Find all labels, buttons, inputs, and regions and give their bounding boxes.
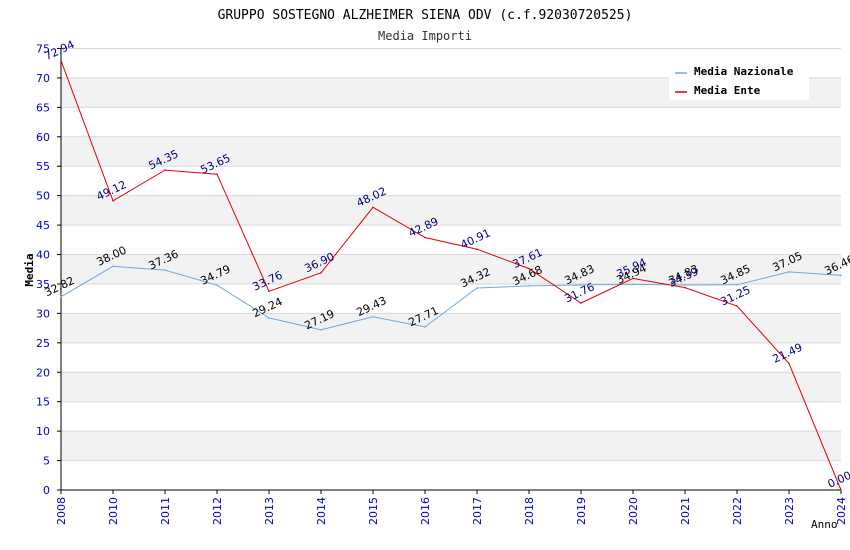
data-point — [632, 277, 634, 280]
plot-band — [61, 254, 841, 284]
y-tick-label: 20 — [36, 366, 50, 379]
series-line-media-nazionale — [60, 265, 842, 331]
series-line-media-ente — [60, 60, 842, 491]
y-tick-label: 30 — [36, 307, 50, 320]
x-tick-label: 2013 — [263, 497, 276, 525]
y-tick-label: 55 — [36, 160, 50, 173]
data-point — [372, 206, 374, 209]
gridlines — [61, 48, 841, 462]
legend-label-media-ente: Media Ente — [694, 84, 761, 97]
data-point — [684, 286, 686, 289]
data-point — [268, 290, 270, 293]
data-point — [268, 317, 270, 319]
x-tick-label: 2019 — [575, 497, 588, 525]
data-point — [580, 302, 582, 304]
data-point — [424, 236, 426, 239]
legend-label-media-nazionale: Media Nazionale — [694, 65, 794, 78]
plot-band — [61, 372, 841, 402]
y-tick-label: 25 — [36, 337, 50, 350]
x-tick-label: 2021 — [679, 497, 692, 525]
data-point — [788, 362, 790, 365]
data-point — [580, 284, 582, 286]
y-tick-label: 0 — [43, 484, 50, 497]
x-tick-label: 2016 — [419, 497, 432, 525]
data-point — [528, 285, 530, 287]
y-tick-label: 70 — [36, 72, 50, 85]
data-label: 40.91 — [458, 226, 492, 251]
x-tick-label: 2011 — [159, 497, 172, 525]
x-tick-label: 2023 — [783, 497, 796, 525]
data-point — [372, 315, 374, 318]
data-point — [424, 326, 426, 328]
data-point — [320, 329, 322, 331]
y-tick-label: 45 — [36, 219, 50, 232]
chart-subtitle: Media Importi — [378, 29, 472, 43]
y-tick-label: 50 — [36, 190, 50, 203]
plot-background-bands — [61, 77, 841, 461]
y-tick-label: 40 — [36, 249, 50, 262]
data-point — [164, 169, 166, 171]
data-point — [112, 200, 114, 202]
y-tick-label: 15 — [36, 396, 50, 409]
chart-title: GRUPPO SOSTEGNO ALZHEIMER SIENA ODV (c.f… — [218, 8, 633, 23]
y-tick-label: 75 — [36, 43, 50, 56]
x-tick-label: 2014 — [315, 497, 328, 525]
y-tick-label: 10 — [36, 425, 50, 438]
data-point — [60, 295, 62, 298]
plot-band — [61, 431, 841, 461]
data-point — [112, 265, 114, 268]
data-point — [736, 284, 738, 286]
x-axis-label: Anno — [811, 518, 838, 531]
x-tick-label: 2020 — [627, 497, 640, 525]
data-point — [736, 305, 738, 307]
y-tick-label: 5 — [43, 455, 50, 468]
x-tick-label: 2018 — [523, 497, 536, 525]
data-point — [216, 284, 218, 287]
legend-box — [669, 60, 809, 100]
x-tick-label: 2022 — [731, 497, 744, 525]
data-point — [632, 283, 634, 286]
data-point — [320, 271, 322, 274]
y-tick-label: 65 — [36, 101, 50, 114]
x-tick-label: 2017 — [471, 497, 484, 525]
x-axis-ticks: 2008 2010 2011 2012 2013 2014 2015 2016 2017 2018… — [55, 490, 848, 525]
plot-band — [61, 136, 841, 167]
data-point — [788, 271, 790, 273]
data-point — [840, 489, 842, 491]
data-point — [476, 248, 478, 250]
data-point — [216, 173, 218, 175]
data-point — [476, 287, 478, 289]
x-tick-label: 2010 — [107, 497, 120, 525]
y-tick-label: 60 — [36, 131, 50, 144]
series-lines — [60, 59, 842, 491]
data-point — [840, 274, 842, 277]
y-tick-label: 35 — [36, 278, 50, 291]
legend: Media Nazionale Media Ente — [669, 60, 809, 100]
y-axis-label: Media — [23, 253, 36, 286]
plot-band — [61, 195, 841, 226]
plot-band — [61, 313, 841, 343]
data-point — [684, 284, 686, 286]
y-axis-ticks: 0 5 10 15 20 25 30 35 40 45 50 55 60 65 70 75 — [36, 43, 61, 497]
data-label: 0.00 — [826, 469, 850, 491]
x-tick-label: 2024 — [835, 497, 848, 525]
x-tick-label: 2012 — [211, 497, 224, 525]
x-tick-label: 2008 — [55, 497, 68, 525]
data-point — [528, 267, 530, 270]
x-tick-label: 2015 — [367, 497, 380, 525]
data-point — [164, 269, 166, 271]
data-point — [60, 59, 62, 62]
